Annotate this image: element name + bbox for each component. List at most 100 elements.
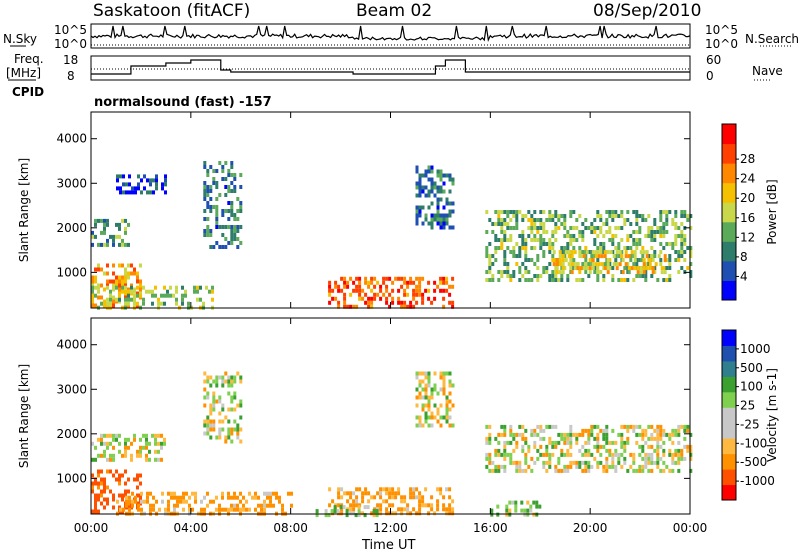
power-cell xyxy=(566,278,570,282)
power-cell xyxy=(448,201,452,206)
power-cell xyxy=(639,250,643,255)
power-cell xyxy=(230,241,234,245)
power-cell xyxy=(663,254,667,259)
velocity-ytick-label: 2000 xyxy=(56,427,87,441)
velocity-cell xyxy=(689,452,693,457)
power-cell xyxy=(109,297,112,302)
power-cell xyxy=(103,299,106,304)
velocity-cell xyxy=(644,428,648,433)
power-cell xyxy=(662,266,666,270)
velocity-cell xyxy=(424,415,428,420)
velocity-cell xyxy=(103,433,106,438)
power-cell xyxy=(370,276,374,281)
velocity-cell xyxy=(142,433,145,438)
velocity-cell xyxy=(539,444,543,449)
velocity-cell xyxy=(230,383,234,388)
power-cell xyxy=(626,218,630,222)
power-cell xyxy=(394,276,398,281)
power-cell xyxy=(97,285,100,290)
power-cell xyxy=(367,304,371,309)
power-cell xyxy=(614,226,618,230)
power-cell xyxy=(215,181,219,185)
velocity-cell xyxy=(430,391,434,396)
velocity-cell xyxy=(662,448,666,453)
power-cell xyxy=(506,246,510,250)
velocity-cell xyxy=(623,444,627,449)
velocity-cell xyxy=(638,444,642,449)
power-cell xyxy=(430,221,434,226)
velocity-cell xyxy=(406,507,410,512)
velocity-cell xyxy=(121,493,124,498)
power-cell xyxy=(524,270,528,274)
velocity-cell xyxy=(509,440,513,445)
power-cell xyxy=(181,285,184,290)
velocity-cell xyxy=(257,503,260,508)
power-cell xyxy=(196,285,199,290)
power-cell xyxy=(358,288,362,293)
power-colorbar-frame xyxy=(721,123,737,301)
velocity-cell xyxy=(100,437,103,442)
power-cell xyxy=(665,210,669,214)
velocity-cell xyxy=(363,505,367,510)
velocity-cell xyxy=(662,432,666,437)
power-cell xyxy=(430,177,434,182)
velocity-cell xyxy=(671,468,675,473)
velocity-cell xyxy=(415,511,419,516)
velocity-cell xyxy=(209,411,213,416)
velocity-cell xyxy=(367,499,371,504)
velocity-cell xyxy=(518,432,522,437)
power-cell xyxy=(512,254,516,258)
power-cell xyxy=(209,205,213,209)
velocity-cell xyxy=(647,444,651,449)
power-cell xyxy=(683,210,687,214)
velocity-cell xyxy=(391,491,395,496)
power-cell xyxy=(427,205,431,210)
power-cell xyxy=(512,274,516,278)
power-cell xyxy=(97,263,100,268)
nsky-trace xyxy=(90,25,691,42)
power-cell xyxy=(233,177,237,181)
power-cell xyxy=(500,242,504,246)
x-tick-label: 20:00 xyxy=(573,521,608,535)
power-cell xyxy=(100,230,103,235)
power-cell xyxy=(116,178,119,183)
power-cell xyxy=(555,258,559,263)
velocity-cell xyxy=(227,431,231,436)
power-cell xyxy=(439,288,443,293)
power-blob-3 xyxy=(116,174,167,195)
power-cell xyxy=(668,278,672,282)
power-cell xyxy=(593,242,597,246)
power-cell xyxy=(548,238,552,242)
velocity-cell xyxy=(272,491,275,496)
velocity-cell xyxy=(653,460,657,465)
power-cell xyxy=(218,161,222,165)
power-cell xyxy=(233,233,237,237)
power-cell xyxy=(409,304,413,309)
power-cell xyxy=(662,210,666,214)
power-cell xyxy=(118,291,121,296)
power-cell xyxy=(209,229,213,233)
velocity-cell xyxy=(397,487,401,492)
velocity-cell xyxy=(503,456,507,461)
velocity-cell xyxy=(239,415,243,420)
power-cell xyxy=(136,275,139,280)
power-cell xyxy=(209,189,213,193)
velocity-cell xyxy=(430,395,434,400)
velocity-cell xyxy=(523,512,527,517)
velocity-cell xyxy=(545,444,549,449)
velocity-cell xyxy=(671,440,675,445)
power-cell xyxy=(149,178,152,183)
velocity-cell xyxy=(418,391,422,396)
power-cell xyxy=(409,280,413,285)
velocity-cell xyxy=(626,468,630,473)
velocity-cell xyxy=(569,436,573,441)
velocity-cell xyxy=(620,436,624,441)
power-cell xyxy=(662,230,666,234)
power-cell xyxy=(125,182,128,187)
power-cell xyxy=(236,217,240,221)
power-cell xyxy=(224,161,228,165)
velocity-cell xyxy=(236,431,240,436)
power-cell xyxy=(445,201,449,206)
velocity-cell xyxy=(674,460,678,465)
velocity-cell xyxy=(412,491,416,496)
